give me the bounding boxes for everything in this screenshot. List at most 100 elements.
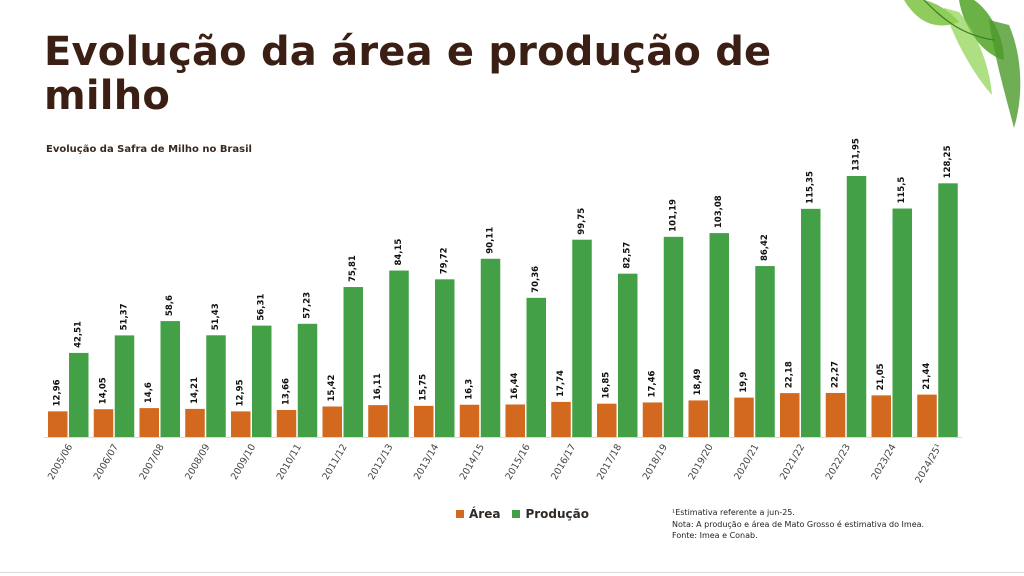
data-label-producao: 103,08 [714,195,724,228]
bar-area [871,395,891,437]
bar-area [688,400,708,437]
bar-producao [435,279,455,437]
data-label-area: 22,18 [785,361,795,388]
chart-subtitle: Evolução da Safra de Milho no Brasil [46,144,252,155]
bar-producao [297,323,318,437]
data-label-area: 18,49 [693,368,703,395]
x-tick-label: 2017/18 [595,442,624,482]
data-label-producao: 128,25 [943,145,953,178]
bar-producao [114,335,135,437]
data-label-area: 21,44 [922,363,932,390]
x-tick-label: 2018/19 [641,442,670,482]
x-tick-label: 2020/21 [732,442,761,482]
bar-area [459,404,480,437]
x-tick-label: 2009/10 [229,442,258,482]
data-label-area: 17,46 [648,370,658,397]
bar-area [734,397,754,437]
legend-item-area: Área [456,507,500,521]
bar-producao [938,183,958,437]
bar-producao [801,208,821,437]
data-label-area: 12,95 [236,379,246,406]
data-label-area: 21,05 [876,363,886,390]
data-label-area: 14,6 [144,382,154,403]
x-tick-label: 2014/15 [458,442,487,482]
bar-area [917,394,937,437]
bar-producao [755,266,775,437]
data-label-producao: 75,81 [348,255,358,282]
bar-producao [572,239,592,437]
x-tick-label: 2024/25¹ [913,442,944,485]
x-tick-label: 2007/08 [138,442,167,482]
data-label-producao: 84,15 [394,239,404,266]
bar-area [322,406,342,437]
bar-producao [892,208,912,437]
bar-area [597,403,617,437]
x-tick-label: 2022/23 [824,442,853,482]
bar-producao [69,352,89,437]
bar-area [825,392,846,437]
bar-producao [389,270,409,437]
data-label-area: 14,05 [99,377,109,404]
x-tick-label: 2010/11 [275,442,304,482]
data-label-area: 16,44 [510,373,520,400]
bar-area [505,404,525,437]
bar-producao [252,325,272,437]
data-label-producao: 86,42 [760,234,770,261]
bar-area [231,411,251,437]
data-label-producao: 131,95 [852,138,862,171]
data-label-producao: 90,11 [486,227,496,254]
legend-swatch-producao [512,510,521,518]
data-label-area: 16,3 [465,379,475,400]
x-tick-label: 2006/07 [92,442,121,482]
data-label-area: 15,75 [419,374,429,401]
x-tick-label: 2016/17 [549,442,578,482]
bar-producao [206,335,226,437]
bar-producao [526,297,546,437]
bar-area [780,393,800,437]
bar-area [48,411,68,437]
bottom-divider [0,572,1024,573]
data-label-area: 17,74 [556,370,566,397]
bar-area [276,409,297,437]
x-tick-label: 2019/20 [687,442,716,482]
legend-item-producao: Produção [512,507,589,521]
footnotes: ¹Estimativa referente a jun-25. Nota: A … [672,507,924,542]
bar-producao [480,258,501,437]
data-label-producao: 58,6 [165,295,175,316]
data-label-producao: 99,75 [577,208,587,235]
data-label-producao: 82,57 [623,242,633,269]
bar-area [139,408,159,437]
bar-area [551,401,571,437]
bar-producao [846,176,867,437]
x-tick-label: 2005/06 [46,442,75,482]
bar-producao [663,236,684,437]
bar-producao [160,321,180,437]
data-label-producao: 51,37 [120,303,130,330]
footnote-source: Fonte: Imea e Conab. [672,531,758,540]
x-tick-label: 2015/16 [504,442,533,482]
legend-label-area: Área [469,507,501,521]
x-tick-label: 2023/24 [870,442,899,482]
bar-producao [618,273,638,437]
data-label-area: 12,96 [53,379,63,406]
bar-producao [709,233,729,437]
x-tick-label: 2013/14 [412,442,441,482]
data-label-producao: 70,36 [531,266,541,293]
data-label-area: 16,11 [373,373,383,400]
data-label-producao: 115,35 [806,171,816,204]
leaf-decoration-icon [904,0,1021,128]
data-label-producao: 101,19 [669,199,679,232]
data-label-area: 14,21 [190,377,200,404]
data-label-area: 13,66 [282,378,292,405]
footnote-note: Nota: A produção e área de Mato Grosso é… [672,519,925,529]
data-label-producao: 56,31 [257,294,267,321]
data-label-producao: 115,5 [897,177,907,204]
data-label-area: 22,27 [831,361,841,388]
bar-area [414,405,434,437]
data-label-producao: 57,23 [303,292,313,319]
bar-producao [343,287,363,437]
bar-area [368,405,388,437]
x-tick-label: 2012/13 [366,442,395,482]
